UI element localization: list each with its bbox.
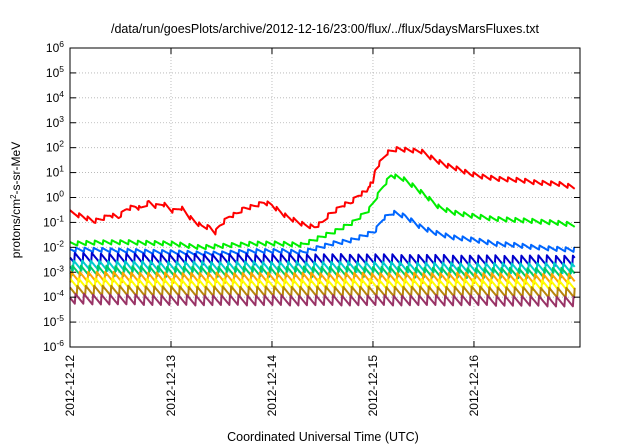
y-tick-label: 106 [46, 39, 64, 55]
y-axis-label-rest: -s-sr-MeV [9, 142, 23, 195]
y-tick-exponent: 6 [59, 39, 64, 49]
y-tick-base: 10 [46, 141, 60, 155]
y-tick-base: 10 [43, 215, 57, 229]
y-tick-label: 10-1 [43, 213, 64, 229]
chart-title: /data/run/goesPlots/archive/2012-12-16/2… [111, 22, 540, 36]
y-tick-label: 105 [46, 64, 64, 80]
y-tick-exponent: -5 [56, 313, 64, 323]
y-tick-base: 10 [46, 41, 60, 55]
series-line [69, 173, 576, 251]
series-line [69, 209, 576, 257]
y-tick-exponent: -1 [56, 213, 64, 223]
y-tick-base: 10 [46, 91, 60, 105]
y-tick-label: 101 [46, 164, 64, 180]
y-tick-exponent: 1 [59, 164, 64, 174]
x-tick-label: 2012-12-13 [164, 355, 178, 417]
x-tick-label: 2012-12-14 [265, 355, 279, 417]
y-tick-base: 10 [43, 290, 57, 304]
y-tick-base: 10 [43, 315, 57, 329]
x-axis-label: Coordinated Universal Time (UTC) [227, 430, 419, 444]
y-tick-label: 102 [46, 139, 64, 155]
y-tick-exponent: -6 [56, 338, 64, 348]
y-tick-exponent: -3 [56, 263, 64, 273]
x-tick-label: 2012-12-15 [366, 355, 380, 417]
y-tick-exponent: 2 [59, 139, 64, 149]
y-tick-exponent: -2 [56, 238, 64, 248]
series-line [69, 146, 576, 236]
y-tick-base: 10 [46, 116, 60, 130]
series-line [69, 284, 576, 299]
y-tick-base: 10 [43, 240, 57, 254]
y-tick-base: 10 [46, 166, 60, 180]
y-tick-label: 10-2 [43, 238, 64, 254]
y-tick-base: 10 [43, 340, 57, 354]
x-tick-label: 2012-12-12 [63, 355, 77, 417]
series-lines [69, 146, 576, 308]
y-tick-label: 104 [46, 89, 64, 105]
y-tick-label: 10-4 [43, 288, 64, 304]
y-tick-exponent: 5 [59, 64, 64, 74]
series-line [69, 292, 576, 308]
y-tick-base: 10 [43, 265, 57, 279]
y-axis-label-main: protons/cm [9, 199, 23, 258]
x-tick-labels: 2012-12-12 2012-12-13 2012-12-14 2012-12-15… [63, 355, 481, 417]
y-tick-label: 10-5 [43, 313, 64, 329]
y-tick-label: 10-6 [43, 338, 64, 354]
x-tick-label: 2012-12-16 [467, 355, 481, 417]
plot-border [69, 47, 581, 348]
y-axis-label-sup: 2 [9, 194, 18, 199]
y-tick-exponent: 4 [59, 89, 64, 99]
y-tick-base: 10 [46, 191, 60, 205]
y-axis-label: protons/cm2-s-sr-MeV [9, 142, 24, 258]
y-tick-exponent: 0 [59, 189, 64, 199]
y-tick-label: 100 [46, 189, 64, 205]
plot-frame [69, 47, 581, 348]
y-tick-label: 10-3 [43, 263, 64, 279]
y-tick-exponent: -4 [56, 288, 64, 298]
y-tick-base: 10 [46, 66, 60, 80]
y-tick-exponent: 3 [59, 114, 64, 124]
y-tick-labels: 10-610-510-410-310-210-11001011021031041… [43, 39, 64, 354]
y-tick-label: 103 [46, 114, 64, 130]
